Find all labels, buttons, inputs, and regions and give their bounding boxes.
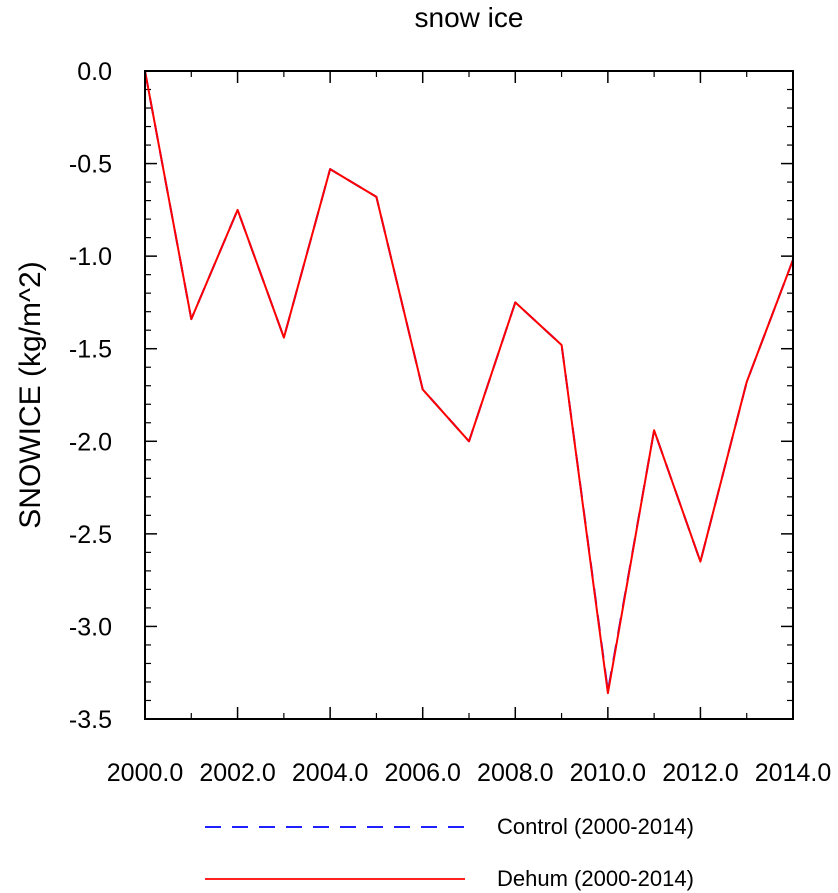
- y-tick-label: -3.0: [69, 613, 112, 641]
- y-tick-label: -1.5: [69, 336, 112, 364]
- series-line-control: [144, 70, 794, 693]
- y-tick-label: -2.5: [69, 521, 112, 549]
- axis-tick-labels: 2000.0 2002.0 2004.0 2006.0 2008.0 2010.0 2012…: [69, 58, 831, 787]
- legend: Control (2000-2014) Dehum (2000-2014): [205, 814, 694, 891]
- y-tick-label: 0.0: [77, 58, 112, 86]
- plot-frame: [144, 70, 794, 720]
- x-tick-label: 2006.0: [384, 759, 460, 787]
- x-tick-label: 2010.0: [570, 759, 646, 787]
- axis-ticks: [144, 70, 794, 720]
- legend-label-dehum: Dehum (2000-2014): [497, 866, 694, 891]
- series-line-dehum: [144, 70, 794, 695]
- y-tick-label: -1.0: [69, 243, 112, 271]
- y-tick-label: -3.5: [69, 706, 112, 734]
- chart-title: snow ice: [415, 2, 524, 33]
- y-axis-label: SNOWICE (kg/m^2): [14, 261, 47, 528]
- x-tick-label: 2002.0: [199, 759, 275, 787]
- x-tick-label: 2004.0: [292, 759, 368, 787]
- x-tick-label: 2012.0: [662, 759, 738, 787]
- x-tick-label: 2014.0: [755, 759, 831, 787]
- y-tick-label: -0.5: [69, 151, 112, 179]
- x-tick-label: 2008.0: [477, 759, 553, 787]
- y-tick-label: -2.0: [69, 428, 112, 456]
- series-layer: [144, 70, 794, 695]
- x-tick-label: 2000.0: [107, 759, 183, 787]
- legend-label-control: Control (2000-2014): [497, 814, 694, 839]
